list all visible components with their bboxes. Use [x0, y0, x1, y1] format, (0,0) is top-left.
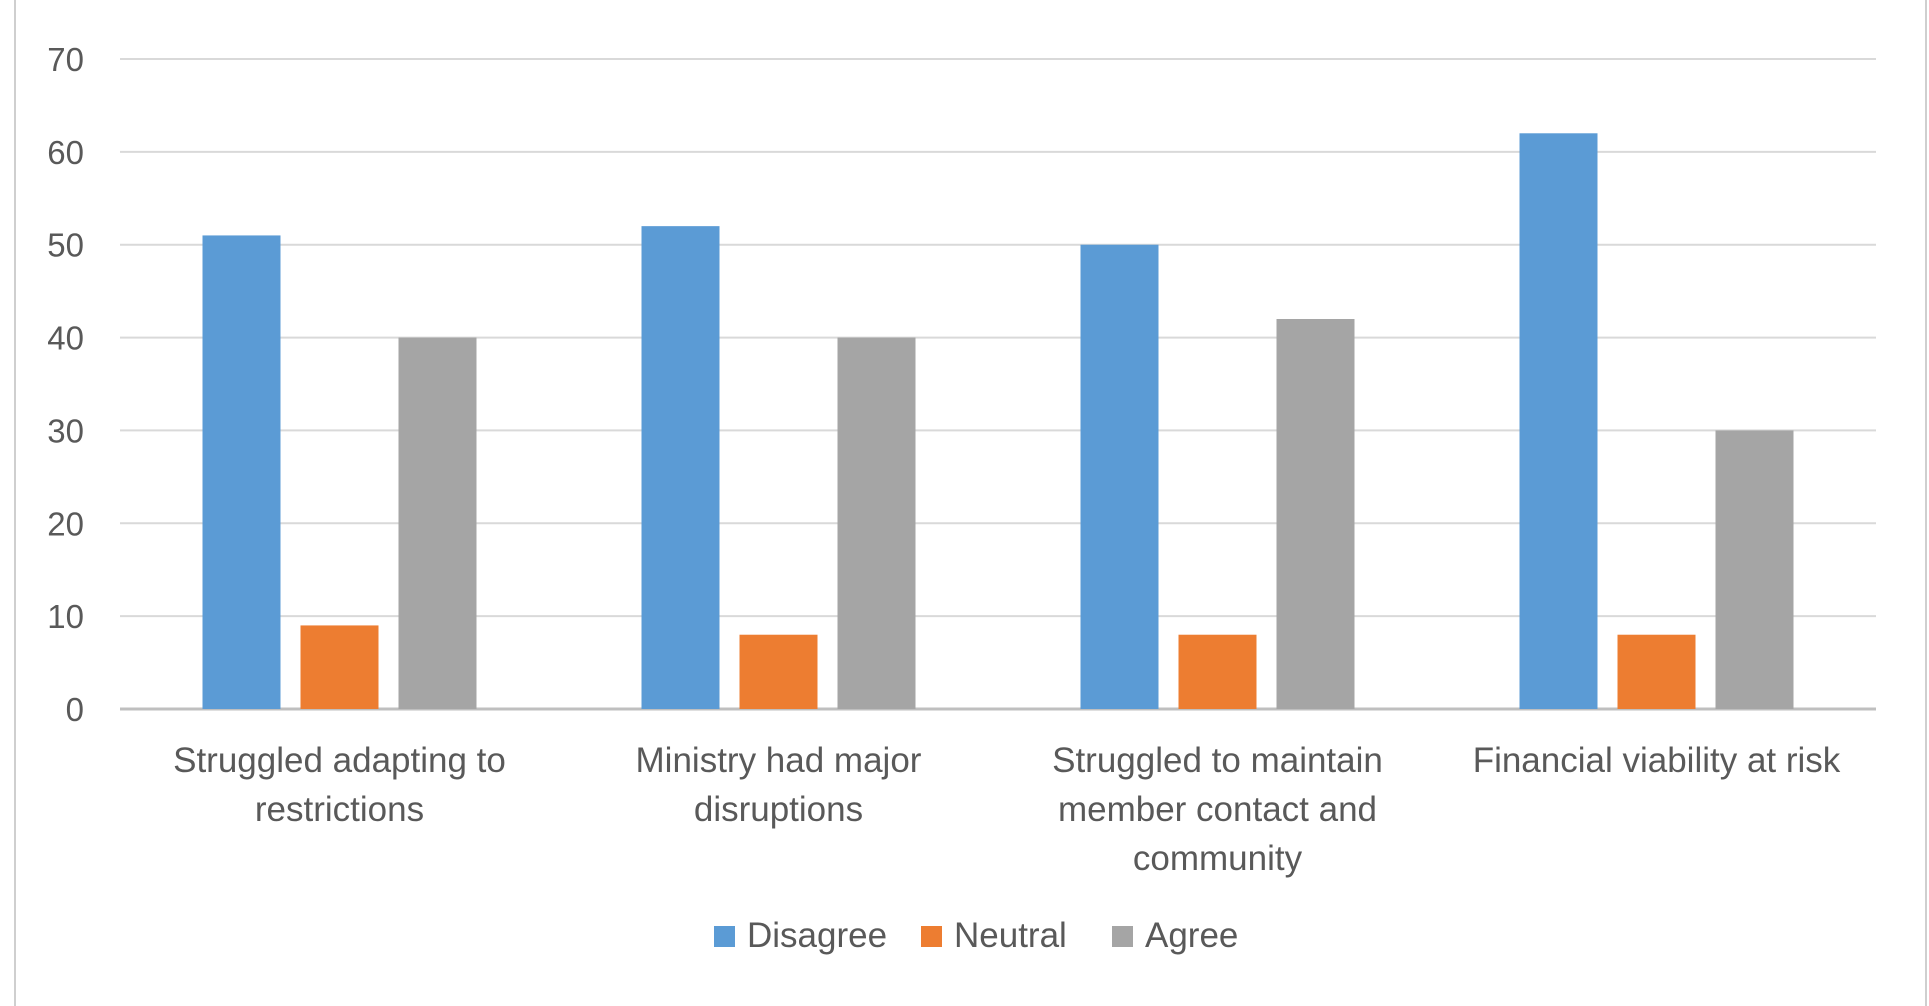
bar-agree: [398, 337, 477, 709]
x-category-label: Struggled adapting to: [173, 741, 506, 780]
bar-agree: [1276, 319, 1355, 709]
bar-disagree: [1080, 244, 1159, 709]
x-category-label: restrictions: [255, 790, 424, 829]
y-tick-label: 20: [47, 505, 84, 542]
y-tick-label: 70: [47, 41, 84, 78]
legend-swatch-agree: [1112, 926, 1133, 947]
x-category-label: Ministry had major: [636, 741, 922, 780]
bar-disagree: [202, 235, 281, 709]
bar-agree: [1715, 430, 1794, 709]
legend-swatch-neutral: [921, 926, 942, 947]
x-category-label: disruptions: [694, 790, 863, 829]
chart-frame: [14, 0, 1927, 1006]
y-tick-label: 10: [47, 598, 84, 635]
bar-agree: [837, 337, 916, 709]
bar-disagree: [641, 226, 720, 709]
x-category-label: member contact and: [1058, 790, 1377, 829]
y-tick-label: 40: [47, 320, 84, 357]
y-tick-label: 30: [47, 412, 84, 449]
bar-neutral: [1617, 634, 1696, 709]
bar-disagree: [1519, 133, 1598, 710]
legend-label-agree: Agree: [1145, 916, 1238, 955]
bar-neutral: [1178, 634, 1257, 709]
legend-label-disagree: Disagree: [747, 916, 887, 955]
legend-swatch-disagree: [714, 926, 735, 947]
x-category-label: Struggled to maintain: [1052, 741, 1383, 780]
y-tick-label: 60: [47, 134, 84, 171]
bar-neutral: [300, 625, 379, 709]
x-category-label: community: [1133, 839, 1303, 878]
x-category-label: Financial viability at risk: [1473, 741, 1841, 780]
y-tick-label: 0: [66, 691, 84, 728]
legend-label-neutral: Neutral: [954, 916, 1067, 955]
bar-neutral: [739, 634, 818, 709]
y-tick-label: 50: [47, 227, 84, 264]
